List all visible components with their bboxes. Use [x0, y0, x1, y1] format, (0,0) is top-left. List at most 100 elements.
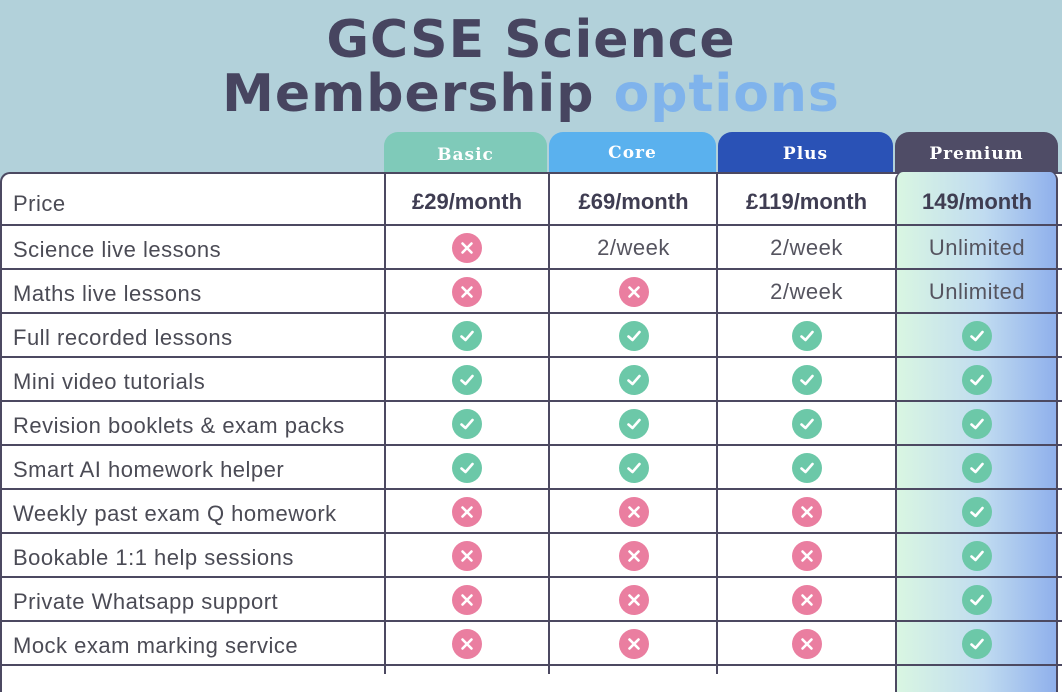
title-line-1: GCSE Science	[326, 10, 736, 70]
check-icon	[452, 365, 482, 395]
feature-cell-basic	[386, 358, 548, 402]
cross-icon	[452, 585, 482, 615]
column-divider	[716, 174, 718, 674]
table-row: Science live lessons 2/week 2/week Unlimite…	[0, 226, 1062, 270]
row-label: Mock exam marking service	[13, 633, 299, 658]
plan-name: Core	[608, 143, 657, 163]
check-icon	[962, 453, 992, 483]
feature-cell-core	[550, 622, 717, 666]
feature-cell-core	[550, 270, 717, 314]
check-icon	[962, 321, 992, 351]
row-label: Price	[13, 191, 66, 216]
feature-cell-premium	[896, 446, 1058, 490]
plan-tab-plus[interactable]: Plus	[718, 132, 893, 174]
feature-cell-core	[550, 490, 717, 534]
cross-icon	[452, 277, 482, 307]
cross-icon	[618, 541, 649, 571]
feature-cell-premium	[896, 314, 1058, 358]
check-icon	[791, 365, 822, 395]
feature-cell-core	[550, 314, 717, 358]
row-label: Weekly past exam Q homework	[13, 501, 337, 526]
check-icon	[962, 541, 992, 571]
plan-name: Premium	[929, 144, 1024, 164]
check-icon	[962, 365, 992, 395]
feature-cell-plus	[719, 578, 894, 622]
title-line-2-main: Membership	[222, 64, 595, 124]
cross-icon	[452, 497, 482, 527]
feature-cell-basic	[386, 578, 548, 622]
table-row: Maths live lessons 2/week Unlimited	[0, 270, 1062, 314]
check-icon	[962, 585, 992, 615]
row-divider	[0, 488, 1062, 490]
plan-tab-basic[interactable]: Basic	[384, 132, 547, 174]
check-icon	[618, 321, 649, 351]
plan-name: Plus	[782, 144, 829, 164]
column-divider	[384, 174, 386, 674]
row-label: Smart AI homework helper	[13, 457, 285, 482]
feature-cell-plus	[719, 402, 894, 446]
feature-value: 2/week	[770, 235, 843, 260]
check-icon	[791, 321, 822, 351]
feature-cell-plus	[719, 446, 894, 490]
row-divider	[0, 268, 1062, 270]
table-row: Revision booklets & exam packs	[0, 402, 1062, 446]
feature-value: 2/week	[597, 235, 670, 260]
cross-icon	[618, 629, 649, 659]
feature-cell-core	[550, 358, 717, 402]
row-label: Bookable 1:1 help sessions	[13, 545, 294, 570]
check-icon	[618, 365, 649, 395]
check-icon	[962, 629, 992, 659]
row-divider	[0, 576, 1062, 578]
price-value: £29/month	[411, 189, 523, 214]
cross-icon	[452, 233, 482, 263]
feature-cell-premium	[896, 490, 1058, 534]
check-icon	[791, 409, 822, 439]
table-row: Bookable 1:1 help sessions	[0, 534, 1062, 578]
row-divider	[0, 356, 1062, 358]
plan-tab-core[interactable]: Core	[549, 132, 716, 174]
feature-cell-premium	[896, 578, 1058, 622]
cross-icon	[791, 585, 822, 615]
feature-value: Unlimited	[928, 235, 1026, 260]
feature-cell-plus	[719, 534, 894, 578]
row-label: Full recorded lessons	[13, 325, 233, 350]
table-row: Smart AI homework helper	[0, 446, 1062, 490]
price-value: 149/month	[921, 189, 1033, 214]
cross-icon	[791, 541, 822, 571]
row-divider	[0, 664, 1062, 666]
price-cell-basic: £29/month	[386, 180, 548, 224]
check-icon	[618, 409, 649, 439]
check-icon	[452, 453, 482, 483]
cross-icon	[791, 629, 822, 659]
page-subtitle: Membership options	[0, 64, 1062, 124]
cross-icon	[618, 585, 649, 615]
feature-cell-core	[550, 446, 717, 490]
plan-tab-premium[interactable]: Premium	[895, 132, 1058, 174]
feature-cell-premium	[896, 622, 1058, 666]
row-divider	[0, 532, 1062, 534]
row-divider	[0, 620, 1062, 622]
feature-cell-plus	[719, 490, 894, 534]
cross-icon	[452, 629, 482, 659]
row-divider	[0, 444, 1062, 446]
row-divider	[0, 312, 1062, 314]
column-divider	[548, 174, 550, 674]
check-icon	[452, 409, 482, 439]
feature-cell-premium	[896, 358, 1058, 402]
price-cell-core: £69/month	[550, 180, 717, 224]
check-icon	[962, 409, 992, 439]
feature-cell-premium	[896, 402, 1058, 446]
price-cell-premium: 149/month	[896, 180, 1058, 224]
check-icon	[791, 453, 822, 483]
cross-icon	[791, 497, 822, 527]
check-icon	[962, 497, 992, 527]
check-icon	[452, 321, 482, 351]
table-row: Private Whatsapp support	[0, 578, 1062, 622]
cross-icon	[618, 277, 649, 307]
table-row: Mini video tutorials	[0, 358, 1062, 402]
table-row: Mock exam marking service	[0, 622, 1062, 666]
price-value: £69/month	[578, 189, 689, 214]
page-title: GCSE Science	[0, 8, 1062, 72]
feature-cell-basic	[386, 270, 548, 314]
feature-cell-basic	[386, 314, 548, 358]
